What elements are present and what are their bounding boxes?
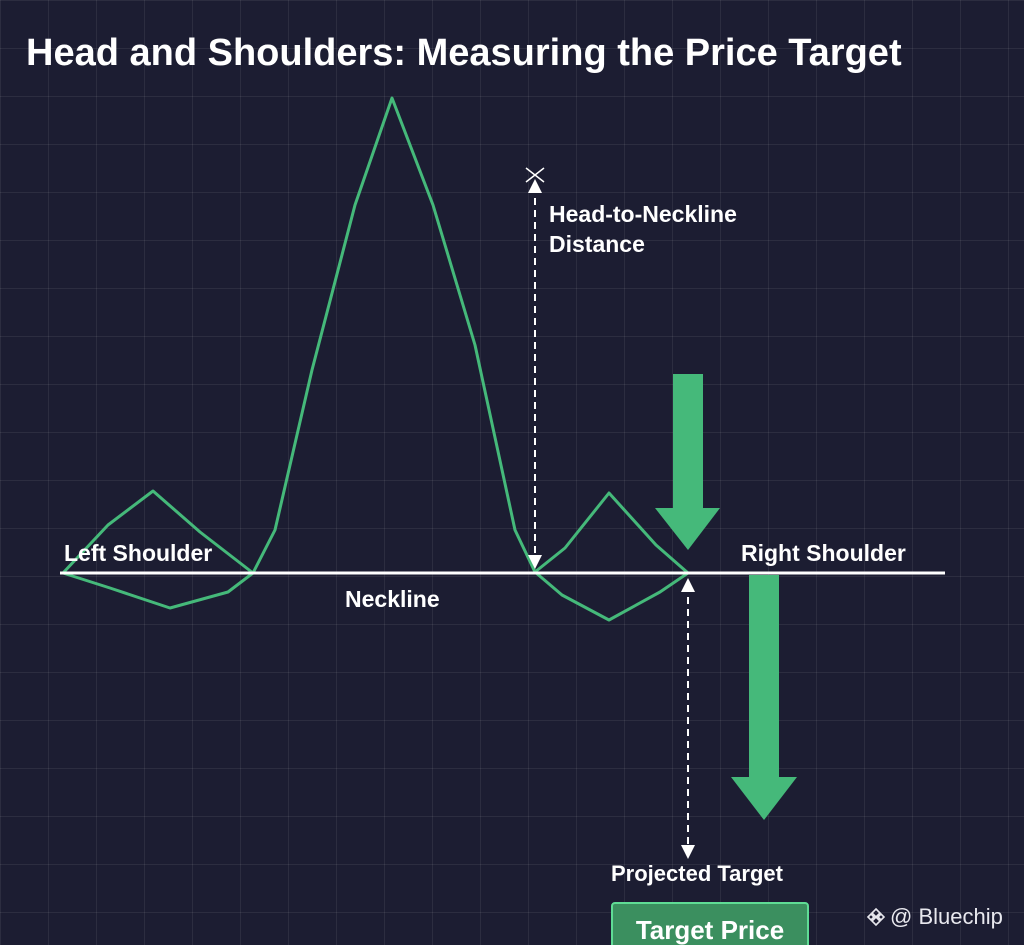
watermark: @ Bluechip [866, 904, 1003, 930]
neckline-label: Neckline [345, 586, 440, 612]
head-distance-label: Head-to-Neckline Distance [549, 199, 737, 259]
distance-top-marker [525, 167, 545, 183]
target-price-box: Target Price [611, 902, 809, 945]
page-title: Head and Shoulders: Measuring the Price … [26, 32, 902, 74]
breakdown-arrow [655, 374, 720, 550]
price-path-lower [62, 571, 254, 610]
head-distance-label-line2: Distance [549, 231, 645, 257]
head-distance-label-line1: Head-to-Neckline [549, 201, 737, 227]
watermark-text: Bluechip [918, 904, 1003, 929]
target-move-arrow [731, 575, 797, 820]
left-shoulder-label: Left Shoulder [64, 540, 213, 566]
projected-target-label: Projected Target [611, 861, 783, 886]
price-path-upper [61, 96, 689, 575]
right-shoulder-label: Right Shoulder [741, 540, 906, 566]
watermark-at-symbol: @ [890, 904, 913, 929]
diamond-logo-icon [866, 907, 886, 927]
price-path-lower-right [534, 570, 689, 622]
